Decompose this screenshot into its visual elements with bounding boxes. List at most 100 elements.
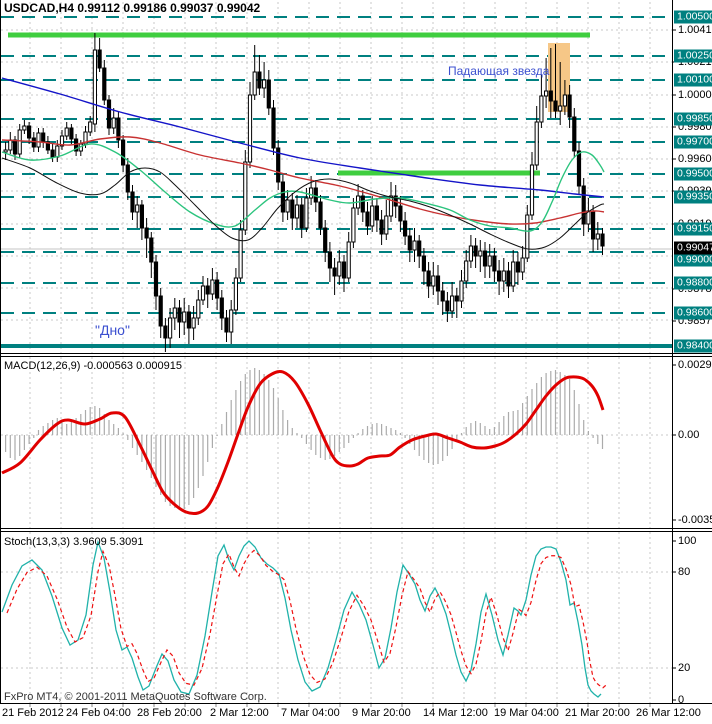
candle-up bbox=[520, 257, 525, 273]
candle-up bbox=[351, 207, 356, 243]
candle-down bbox=[403, 220, 408, 237]
price-level-badge: 1.00250 bbox=[674, 49, 712, 63]
candle-down bbox=[421, 255, 426, 272]
macd-axis-label: 0.00293 bbox=[678, 359, 712, 371]
candle-down bbox=[45, 141, 50, 151]
candle-down bbox=[515, 261, 520, 273]
macd-indicator-label: MACD(12,26,9) -0.000563 0.000915 bbox=[4, 360, 182, 372]
candle-down bbox=[327, 251, 332, 269]
candle-up bbox=[539, 95, 544, 123]
candle-down bbox=[271, 107, 276, 149]
candle-down bbox=[50, 149, 55, 158]
candle-down bbox=[27, 125, 32, 139]
time-axis-label: 28 Feb 20:00 bbox=[137, 707, 202, 719]
candle-up bbox=[558, 105, 563, 112]
candle-up bbox=[370, 205, 375, 227]
candle-down bbox=[158, 295, 163, 327]
stoch-axis-label: 100 bbox=[678, 535, 697, 547]
candle-up bbox=[111, 117, 116, 129]
candle-up bbox=[262, 79, 267, 89]
candle-up bbox=[238, 229, 243, 279]
candle-up bbox=[252, 71, 257, 96]
candle-down bbox=[186, 311, 192, 329]
candle-down bbox=[149, 237, 154, 263]
copyright-text: FxPro MT4, © 2001-2011 MetaQuotes Softwa… bbox=[4, 691, 267, 703]
candle-up bbox=[478, 250, 483, 257]
time-axis-label: 9 Mar 20:00 bbox=[352, 707, 411, 719]
macd-axis-label: 0.00 bbox=[678, 429, 700, 441]
time-axis[interactable]: 21 Feb 2012 24 Feb 04:00 28 Feb 20:00 2 Mar… bbox=[0, 704, 712, 724]
candle-up bbox=[200, 285, 206, 301]
candle-up bbox=[511, 261, 516, 287]
time-axis-label: 21 Feb 2012 bbox=[2, 707, 64, 719]
price-level-badge: 0.99500 bbox=[674, 167, 712, 181]
candle-up bbox=[534, 121, 539, 166]
macd-axis-label: -0.00350 bbox=[678, 514, 712, 526]
candle-up bbox=[36, 132, 41, 148]
candle-up bbox=[388, 195, 394, 217]
stoch-d-line bbox=[6, 549, 607, 689]
macd-signal-line bbox=[1, 369, 605, 516]
candle-down bbox=[482, 250, 488, 267]
ma-black bbox=[1, 157, 605, 250]
candle-down bbox=[440, 290, 445, 302]
candle-up bbox=[233, 277, 239, 311]
candle-down bbox=[445, 300, 450, 312]
candle-down bbox=[576, 150, 582, 187]
candle-up bbox=[501, 270, 506, 282]
candle-up bbox=[210, 279, 215, 295]
candle-down bbox=[116, 117, 121, 141]
price-level-badge: 0.98600 bbox=[674, 306, 712, 320]
chart-title: USDCAD,H4 0.99112 0.99186 0.99037 0.9904… bbox=[4, 1, 261, 15]
candle-up bbox=[17, 129, 22, 155]
candle-down bbox=[365, 211, 370, 227]
candle-up bbox=[243, 161, 248, 231]
price-level-badge: 0.98800 bbox=[674, 276, 712, 290]
candle-down bbox=[290, 199, 295, 219]
candle-down bbox=[125, 164, 130, 193]
candle-up bbox=[464, 260, 469, 282]
current-price-badge: 0.99047 bbox=[674, 241, 712, 255]
candle-up bbox=[525, 214, 530, 259]
price-level-badge: 0.99150 bbox=[674, 222, 712, 236]
candle-up bbox=[544, 90, 549, 97]
price-level-badge: 1.00500 bbox=[674, 10, 712, 24]
candle-down bbox=[398, 205, 403, 222]
price-axis-tick-label: 1.00415 bbox=[678, 24, 712, 36]
candle-up bbox=[459, 280, 464, 302]
candle-up bbox=[229, 309, 234, 333]
candle-down bbox=[360, 195, 365, 213]
candle-down bbox=[177, 307, 182, 323]
candle-down bbox=[224, 317, 229, 333]
candle-up bbox=[59, 135, 65, 147]
candle-up bbox=[346, 241, 351, 279]
candle-up bbox=[196, 299, 201, 319]
candle-down bbox=[600, 233, 605, 247]
candle-down bbox=[417, 240, 422, 257]
candle-down bbox=[435, 275, 441, 292]
candle-down bbox=[553, 100, 558, 112]
price-axis-tick-label: 1.00005 bbox=[678, 89, 712, 101]
candle-up bbox=[8, 139, 13, 151]
candle-down bbox=[591, 210, 596, 240]
candle-down bbox=[139, 204, 145, 229]
stoch-axis-label: 80 bbox=[678, 566, 691, 578]
time-axis-label: 2 Mar 12:00 bbox=[210, 707, 269, 719]
time-axis-label: 24 Feb 04:00 bbox=[66, 707, 131, 719]
ma-green bbox=[1, 143, 605, 232]
candle-up bbox=[285, 199, 290, 213]
bottom-annotation: "Дно" bbox=[95, 322, 130, 338]
candle-up bbox=[450, 295, 455, 312]
candle-up bbox=[247, 94, 253, 163]
candle-up bbox=[168, 317, 173, 339]
candle-down bbox=[572, 116, 577, 152]
price-level-badge: 0.98400 bbox=[674, 339, 712, 353]
stoch-indicator-label: Stoch(13,3,3) 3.9609 5.3091 bbox=[4, 536, 144, 548]
stoch-axis-label: 20 bbox=[678, 662, 691, 674]
time-axis-label: 21 Mar 20:00 bbox=[565, 707, 630, 719]
candle-down bbox=[69, 127, 74, 140]
candle-up bbox=[191, 317, 196, 329]
